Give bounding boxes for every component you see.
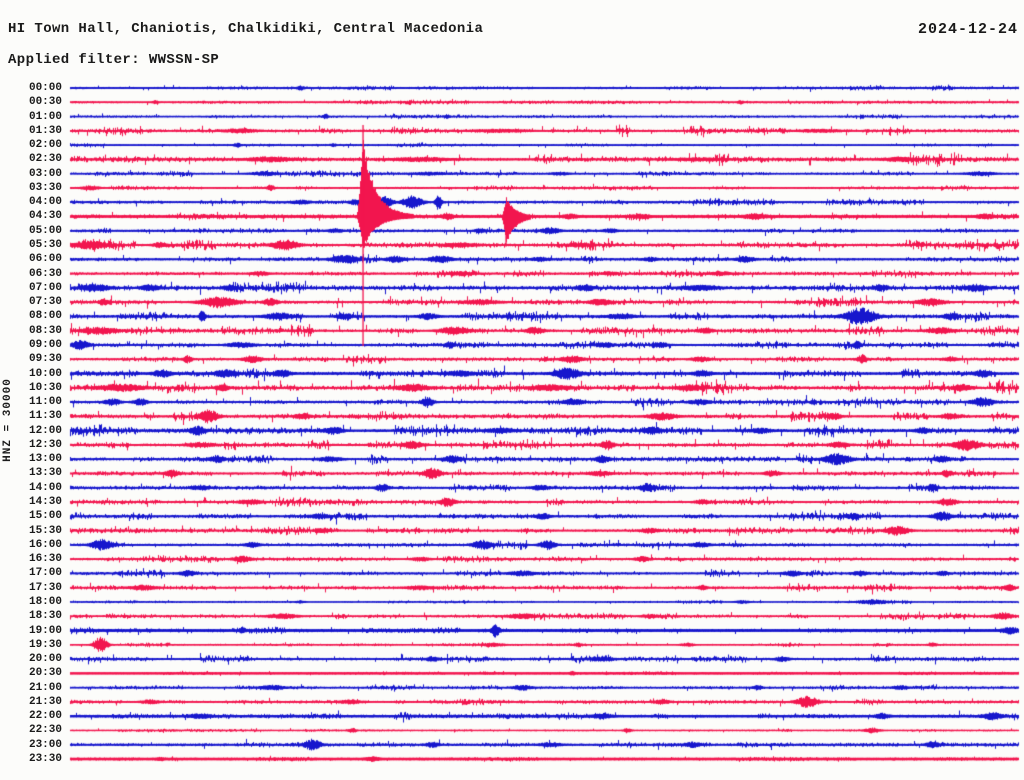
time-label: 16:00 (28, 538, 62, 551)
time-label: 05:30 (28, 239, 62, 252)
time-label: 22:00 (28, 710, 62, 723)
time-label: 22:30 (28, 724, 62, 737)
time-label: 23:30 (28, 753, 62, 766)
time-label: 03:00 (28, 167, 62, 180)
time-label: 15:00 (28, 510, 62, 523)
time-label: 01:00 (28, 110, 62, 123)
time-label: 02:00 (28, 139, 62, 152)
station-title: HI Town Hall, Chaniotis, Chalkidiki, Cen… (8, 21, 484, 37)
time-label: 03:30 (28, 181, 62, 194)
filter-label: Applied filter: WWSSN-SP (8, 52, 220, 68)
time-label: 13:00 (28, 453, 62, 466)
time-label: 21:00 (28, 681, 62, 694)
time-label: 09:30 (28, 353, 62, 366)
time-label: 10:30 (28, 381, 62, 394)
time-label: 14:00 (28, 481, 62, 494)
time-label: 08:30 (28, 324, 62, 337)
time-label: 06:30 (28, 267, 62, 280)
time-label: 08:00 (28, 310, 62, 323)
time-label: 20:30 (28, 667, 62, 680)
time-label: 10:00 (28, 367, 62, 380)
date-label: 2024-12-24 (917, 21, 1018, 38)
time-label: 00:00 (28, 82, 62, 94)
time-label: 09:00 (28, 338, 62, 351)
time-label: 15:30 (28, 524, 62, 537)
time-label: 12:30 (28, 438, 62, 451)
time-label: 17:00 (28, 567, 62, 580)
time-label: 04:00 (28, 196, 62, 209)
time-label: 13:30 (28, 467, 62, 480)
time-label: 21:30 (28, 695, 62, 708)
time-label: 06:00 (28, 253, 62, 266)
time-label: 19:00 (28, 624, 62, 637)
time-label: 07:00 (28, 281, 62, 294)
time-label: 00:30 (28, 96, 62, 109)
time-label: 17:30 (28, 581, 62, 594)
time-label: 14:30 (28, 496, 62, 509)
time-label: 20:00 (28, 653, 62, 666)
time-label: 18:30 (28, 610, 62, 623)
time-label: 12:00 (28, 424, 62, 437)
time-label: 16:30 (28, 553, 62, 566)
time-label: 04:30 (28, 210, 62, 223)
time-label: 11:30 (28, 410, 62, 423)
time-label: 01:30 (28, 124, 62, 137)
time-label: 18:00 (28, 595, 62, 608)
time-label: 19:30 (28, 638, 62, 651)
time-label: 05:00 (28, 224, 62, 237)
time-label: 23:00 (28, 738, 62, 751)
time-label: 02:30 (28, 153, 62, 166)
time-label: 11:00 (28, 396, 62, 409)
time-label: 07:30 (28, 296, 62, 309)
